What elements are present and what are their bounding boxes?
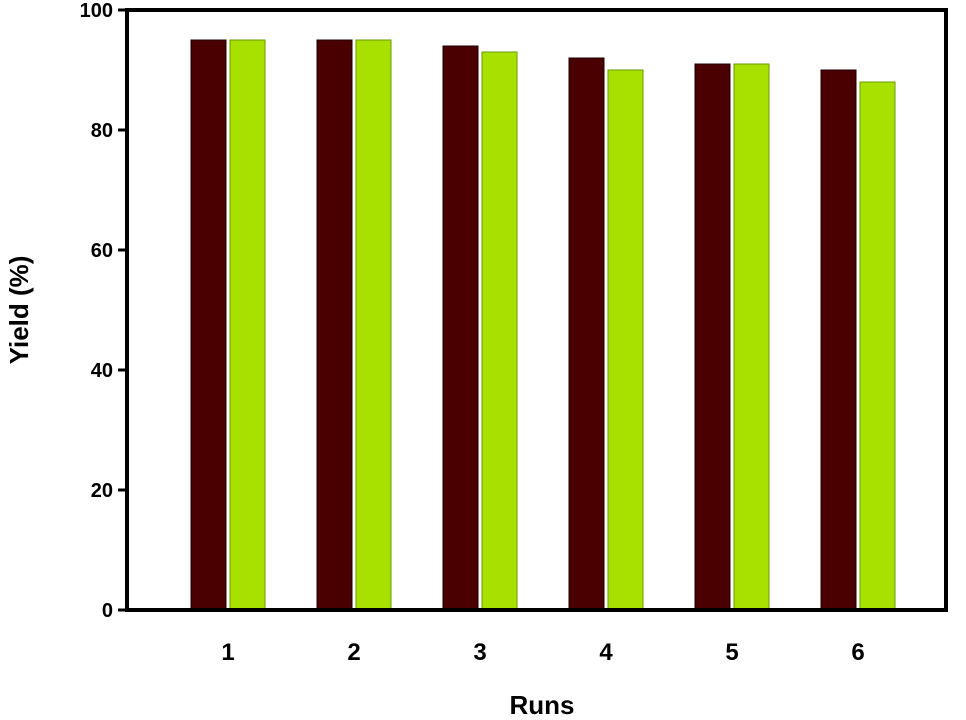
bar-series1-run-4 (568, 57, 605, 611)
bar-series2-run-6 (859, 81, 896, 611)
bars-group (190, 39, 896, 611)
x-tick-label: 2 (347, 639, 360, 666)
x-tick-label: 6 (851, 639, 864, 666)
x-tick-label: 4 (599, 639, 613, 666)
plot-frame (125, 8, 948, 612)
bar-series1-run-5 (694, 63, 731, 611)
bar-series2-run-2 (355, 39, 392, 611)
bar-series2-run-3 (481, 51, 518, 611)
y-tick-label: 0 (102, 600, 113, 622)
x-tick-label: 3 (473, 639, 486, 666)
bar-series1-run-3 (442, 45, 479, 611)
y-tick-label: 20 (91, 480, 113, 502)
bar-series2-run-4 (607, 69, 644, 611)
y-tick-label: 100 (80, 0, 113, 22)
x-tick-label: 5 (725, 639, 738, 666)
x-axis-ticks: 1 2 3 4 5 6 (221, 639, 864, 666)
y-tick-label: 60 (91, 240, 113, 262)
bar-series1-run-1 (190, 39, 227, 611)
y-tick-label: 40 (91, 360, 113, 382)
y-axis-ticks: 0 20 40 60 80 100 (80, 0, 127, 622)
bar-series1-run-6 (820, 69, 857, 611)
y-tick-label: 80 (91, 120, 113, 142)
bar-series1-run-2 (316, 39, 353, 611)
bar-series2-run-5 (733, 63, 770, 611)
bar-series2-run-1 (229, 39, 266, 611)
y-axis-title: Yield (%) (4, 256, 34, 365)
x-tick-label: 1 (221, 639, 234, 666)
x-axis-title: Runs (510, 690, 575, 720)
